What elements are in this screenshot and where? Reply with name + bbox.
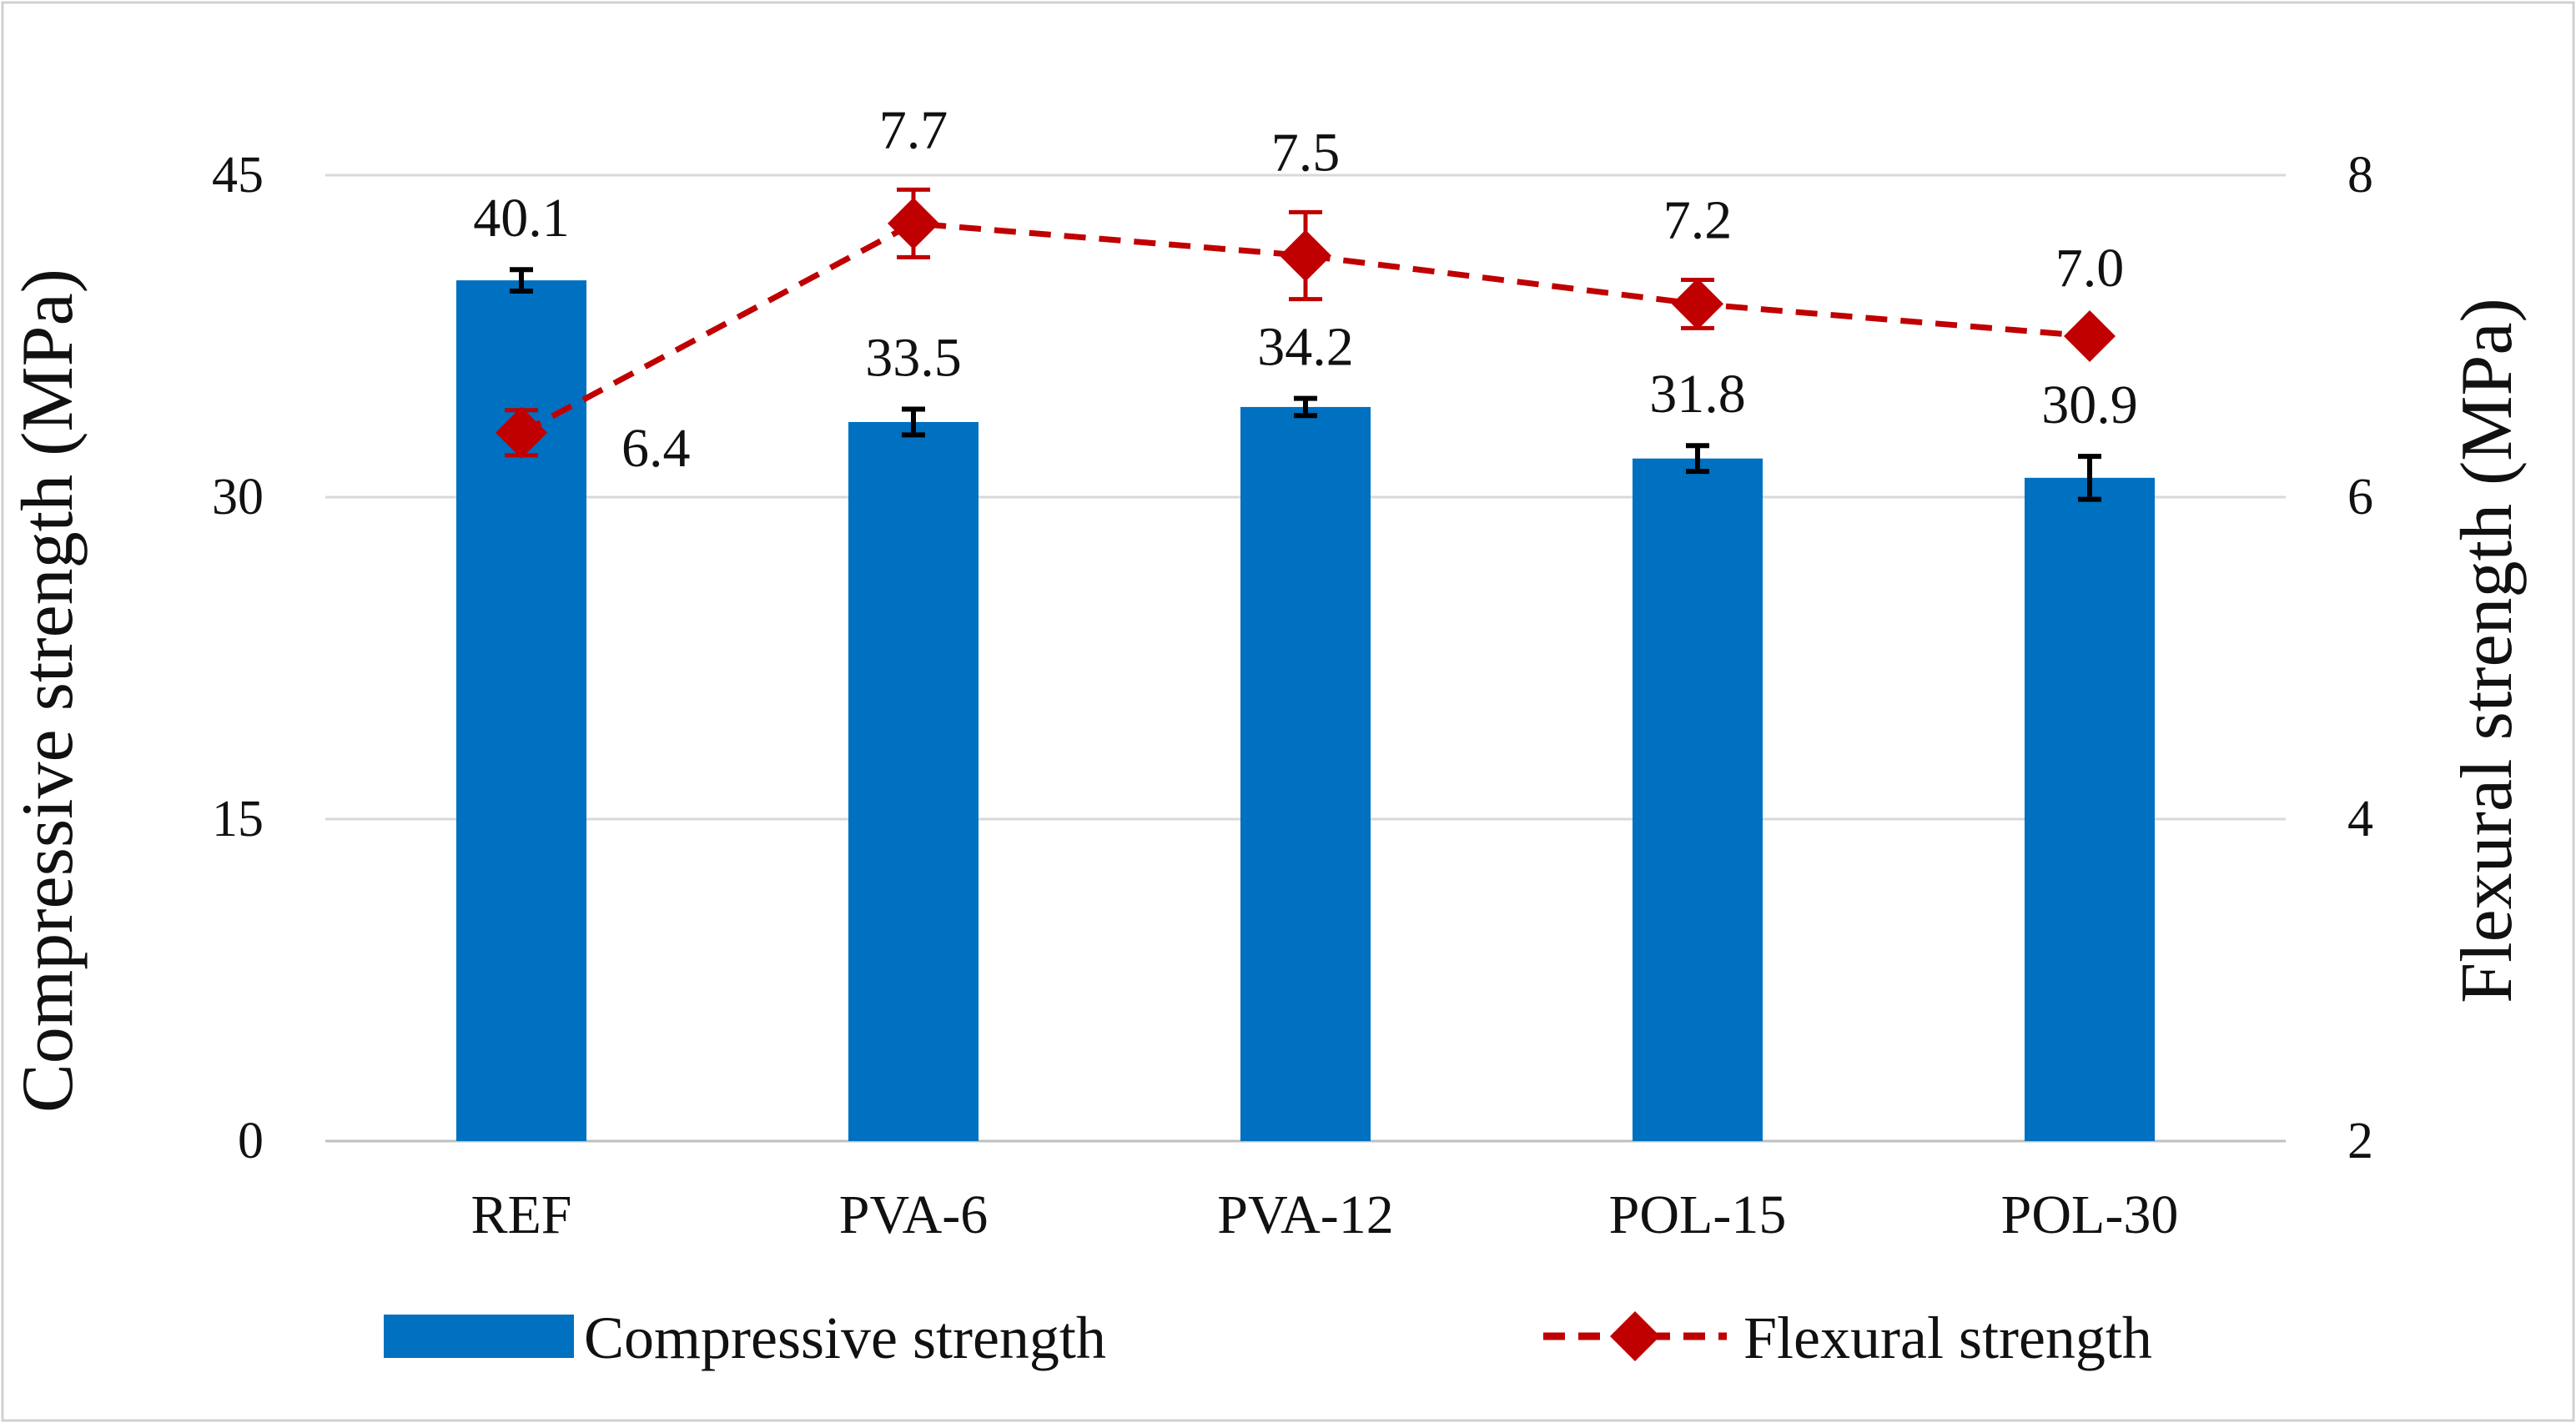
y-tick-label-left: 45 (212, 147, 264, 204)
data-labels: 40.1 33.5 34.2 31.8 30.9 6.4 7.7 7.5 7.2 7.0 (473, 99, 2138, 478)
data-label-flexural: 7.5 (1271, 122, 1341, 183)
x-category-label: REF (470, 1184, 571, 1245)
bar-compressive (1240, 406, 1371, 1141)
data-label-compressive: 31.8 (1649, 364, 1746, 425)
data-label-compressive: 40.1 (473, 188, 570, 249)
marker-flexural (2064, 310, 2116, 362)
data-label-flexural: 7.0 (2055, 238, 2125, 299)
y-axis-title-right: Flexural strength (MPa) (2447, 298, 2528, 1003)
x-category-label: POL-15 (1609, 1184, 1787, 1245)
line-flexural (520, 220, 2090, 435)
marker-flexural (888, 197, 939, 249)
marker-flexural (496, 406, 547, 459)
bar-compressive (848, 421, 979, 1141)
y-tick-label-right: 8 (2347, 147, 2373, 204)
legend-swatch-compressive (384, 1315, 574, 1358)
legend-label-flexural: Flexural strength (1743, 1305, 2152, 1371)
legend-marker-flexural (1610, 1311, 1660, 1361)
marker-flexural (1672, 278, 1723, 330)
bar-compressive (1633, 458, 1763, 1141)
y-tick-label-left: 0 (238, 1113, 264, 1169)
data-label-flexural: 7.2 (1663, 189, 1733, 250)
y-tick-label-right: 2 (2347, 1113, 2373, 1169)
legend: Compressive strength Flexural strength (384, 1305, 2152, 1371)
legend-label-compressive: Compressive strength (584, 1305, 1106, 1371)
marker-flexural (1280, 229, 1331, 282)
data-label-flexural: 6.4 (621, 418, 691, 479)
y-axis-title-left: Compressive strength (MPa) (8, 269, 88, 1113)
x-category-label: PVA-6 (839, 1184, 989, 1245)
x-category-label: PVA-12 (1217, 1184, 1394, 1245)
data-label-compressive: 34.2 (1257, 317, 1354, 378)
data-label-compressive: 33.5 (865, 327, 962, 388)
y-tick-label-right: 6 (2347, 469, 2373, 525)
category-labels: REF PVA-6 PVA-12 POL-15 POL-30 (470, 1184, 2178, 1245)
left-axis-ticks: 0 15 30 45 (212, 147, 264, 1169)
data-label-compressive: 30.9 (2041, 375, 2138, 435)
y-tick-label-right: 4 (2347, 791, 2373, 847)
y-tick-label-left: 15 (212, 791, 264, 847)
line-series (496, 187, 2116, 459)
right-axis-ticks: 2 4 6 8 (2347, 147, 2373, 1169)
y-tick-label-left: 30 (212, 469, 264, 525)
bar-compressive (2025, 477, 2155, 1141)
x-category-label: POL-30 (2001, 1184, 2179, 1245)
data-label-flexural: 7.7 (879, 99, 948, 160)
